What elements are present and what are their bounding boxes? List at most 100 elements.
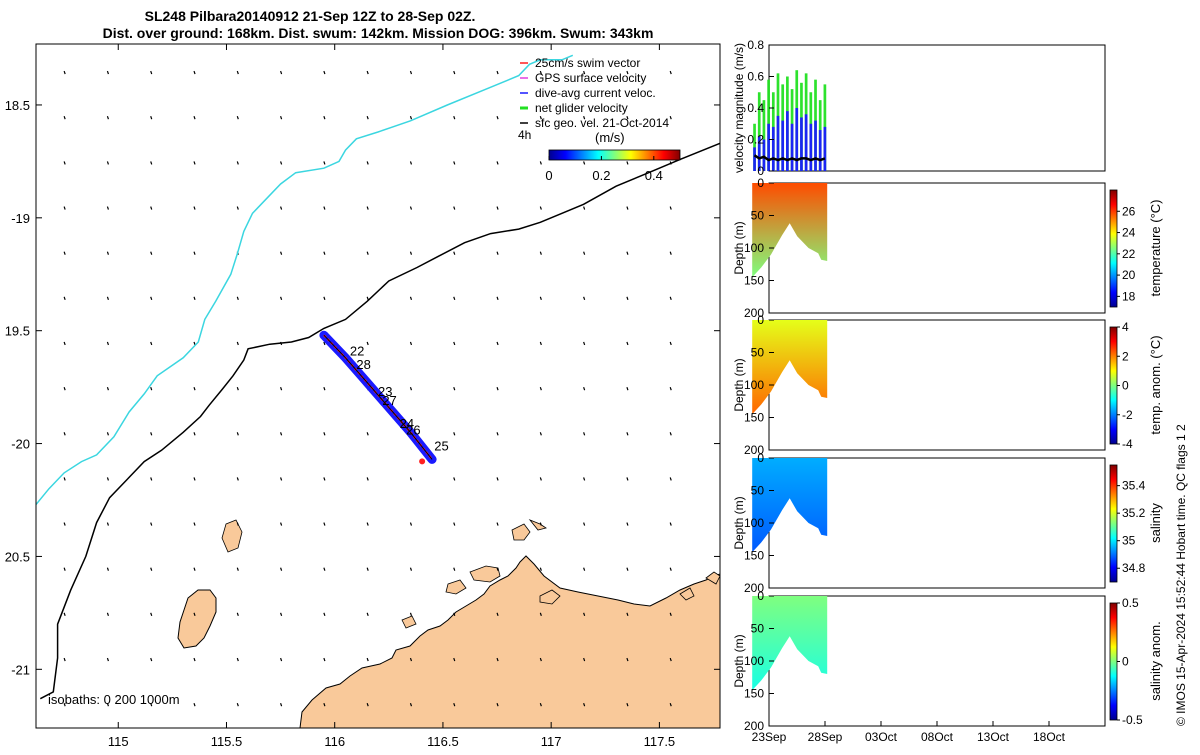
vector-arrow bbox=[366, 567, 369, 571]
vector-arrow bbox=[63, 116, 66, 120]
island-6 bbox=[511, 523, 531, 541]
section-ylabel: Depth (m) bbox=[732, 221, 746, 274]
island-5 bbox=[679, 587, 695, 601]
credit-line: © IMOS 15-Apr-2024 15:52:44 Hobart time.… bbox=[1174, 424, 1188, 726]
vector-arrow bbox=[280, 702, 283, 707]
section-y-tick-label: 0 bbox=[757, 176, 764, 190]
time-tick-label: 18Oct bbox=[1033, 730, 1066, 744]
vector-arrow bbox=[539, 612, 542, 617]
vector-arrow bbox=[583, 161, 586, 165]
vector-arrow bbox=[280, 386, 283, 391]
vector-arrow bbox=[236, 161, 239, 165]
vector-arrow bbox=[63, 161, 66, 165]
isobath-200m bbox=[36, 54, 574, 505]
vector-arrow bbox=[366, 341, 369, 346]
vector-arrow bbox=[453, 70, 456, 75]
vector-arrow bbox=[236, 386, 239, 391]
velocity-y-tick-label: 0.4 bbox=[747, 101, 764, 115]
map-y-tick-label: -19 bbox=[11, 211, 30, 226]
vector-arrow bbox=[496, 251, 499, 255]
vector-arrow bbox=[496, 386, 499, 391]
vector-arrow bbox=[583, 70, 586, 75]
vector-arrow bbox=[539, 296, 542, 301]
section-ylabel: Depth (m) bbox=[732, 634, 746, 687]
vector-arrow bbox=[193, 386, 196, 391]
vector-arrow bbox=[366, 657, 369, 662]
section-colorbar-tick-label: 4 bbox=[1122, 320, 1129, 334]
vector-arrow bbox=[63, 70, 66, 75]
vector-arrow bbox=[106, 432, 109, 436]
section-ylabel: Depth (m) bbox=[732, 496, 746, 549]
velocity-bar bbox=[781, 120, 785, 171]
vector-arrow bbox=[106, 70, 109, 75]
velocity-bar bbox=[800, 117, 803, 171]
vector-arrow bbox=[150, 206, 153, 210]
vector-arrow bbox=[583, 567, 586, 571]
vector-arrow bbox=[626, 161, 629, 165]
vector-arrow bbox=[669, 522, 672, 526]
section-y-tick-label: 50 bbox=[751, 622, 765, 636]
vector-arrow bbox=[323, 567, 326, 571]
vector-arrow bbox=[106, 657, 109, 662]
vector-arrow bbox=[323, 386, 326, 391]
vector-arrow bbox=[280, 116, 283, 120]
vector-arrow bbox=[366, 612, 369, 617]
velocity-panel: 0 0.2 0.4 0.6 0.8 velocity magnitude (m/s) bbox=[732, 38, 1106, 178]
vector-arrow bbox=[669, 251, 672, 255]
vector-arrow bbox=[193, 702, 196, 707]
vector-arrow bbox=[583, 432, 586, 436]
velocity-bar bbox=[818, 130, 822, 171]
vector-arrow bbox=[280, 70, 283, 75]
vector-arrow bbox=[236, 522, 239, 526]
glider-track bbox=[319, 330, 437, 465]
section-y-tick-label: 0 bbox=[757, 313, 764, 327]
map-x-tick-label: 117 bbox=[541, 734, 562, 749]
vector-arrow bbox=[323, 657, 326, 662]
vector-arrow bbox=[626, 251, 629, 255]
vector-arrow bbox=[106, 702, 109, 707]
section-y-tick-label: 100 bbox=[744, 378, 764, 392]
section-fill bbox=[752, 183, 828, 278]
velocity-ylabel: velocity magnitude (m/s) bbox=[732, 43, 746, 173]
vector-arrow bbox=[669, 612, 672, 617]
velocity-bar bbox=[776, 115, 780, 171]
vector-arrow bbox=[453, 161, 456, 165]
vector-arrow bbox=[496, 341, 499, 346]
velocity-bar bbox=[753, 147, 756, 171]
vector-arrow bbox=[409, 657, 413, 662]
vector-arrow bbox=[366, 296, 369, 301]
section-y-tick-label: 150 bbox=[744, 549, 764, 563]
map-x-tick-label: 117.5 bbox=[644, 734, 676, 749]
vector-arrow bbox=[236, 206, 239, 210]
map-x-tick-label: 115.5 bbox=[211, 734, 243, 749]
vector-arrow bbox=[453, 251, 456, 255]
map-frame bbox=[35, 43, 721, 729]
vector-arrow bbox=[626, 341, 629, 346]
velocity-bar bbox=[795, 108, 799, 171]
island-2 bbox=[445, 579, 467, 595]
speed-colorbar-tick-label: 0.4 bbox=[645, 168, 663, 183]
vector-arrow bbox=[496, 70, 499, 75]
vector-arrow bbox=[453, 567, 456, 571]
legend-label: 25cm/s swim vector bbox=[535, 56, 640, 70]
vector-arrow bbox=[496, 432, 499, 436]
vector-arrow bbox=[150, 70, 153, 75]
vector-arrow bbox=[150, 161, 153, 165]
vector-arrow bbox=[236, 567, 239, 571]
vector-arrow bbox=[106, 206, 109, 210]
vector-arrow bbox=[539, 522, 542, 526]
vector-arrow bbox=[150, 341, 153, 346]
section-y-tick-label: 200 bbox=[744, 719, 764, 733]
vector-arrow bbox=[669, 116, 672, 120]
section-colorbar-tick-label: -4 bbox=[1122, 437, 1133, 451]
vector-arrow bbox=[626, 522, 629, 526]
vector-arrow bbox=[669, 386, 672, 391]
vector-arrow bbox=[366, 116, 369, 120]
vector-arrow bbox=[626, 702, 629, 707]
time-tick-label: 03Oct bbox=[865, 730, 898, 744]
vector-arrow bbox=[150, 657, 153, 662]
vector-arrow bbox=[409, 206, 413, 210]
